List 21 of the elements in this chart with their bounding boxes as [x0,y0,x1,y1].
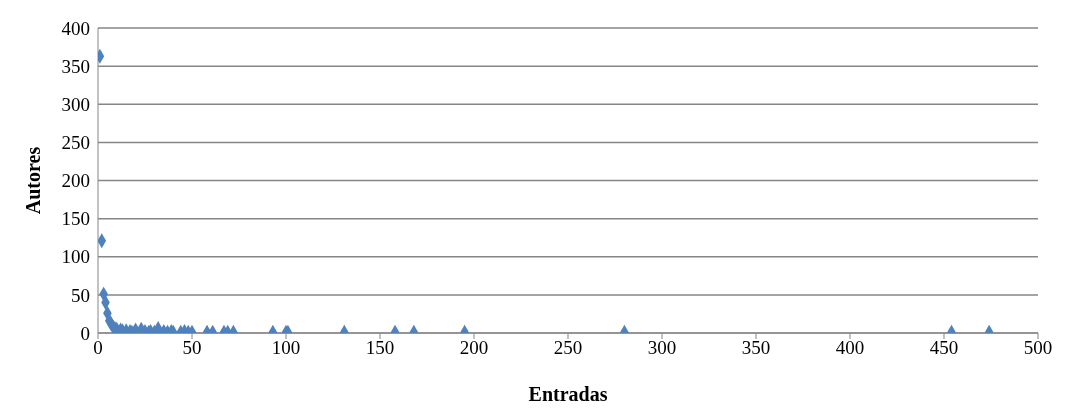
y-tick-label: 250 [61,132,90,154]
x-tick-label: 300 [647,337,677,359]
x-axis-title: Entradas [528,383,608,405]
y-tick-label: 50 [71,284,90,306]
x-tick-label: 500 [1023,337,1053,359]
x-tick-label: 450 [929,337,959,359]
y-tick-label: 200 [61,170,90,192]
y-tick-label: 150 [61,208,90,230]
y-tick-label: 300 [61,94,90,115]
x-tick-label: 150 [365,337,395,359]
x-tick-label: 400 [835,337,865,359]
y-tick-label: 100 [61,246,90,268]
x-tick-label: 250 [553,337,583,359]
y-tick-label: 400 [61,17,90,39]
x-tick-label: 100 [271,337,301,359]
x-tick-label: 200 [459,337,489,359]
x-tick-label: 50 [182,337,202,359]
x-tick-label: 350 [741,337,771,359]
y-axis-title: Autores [22,146,45,215]
y-tick-label: 0 [80,322,90,344]
y-tick-label: 350 [61,55,90,77]
